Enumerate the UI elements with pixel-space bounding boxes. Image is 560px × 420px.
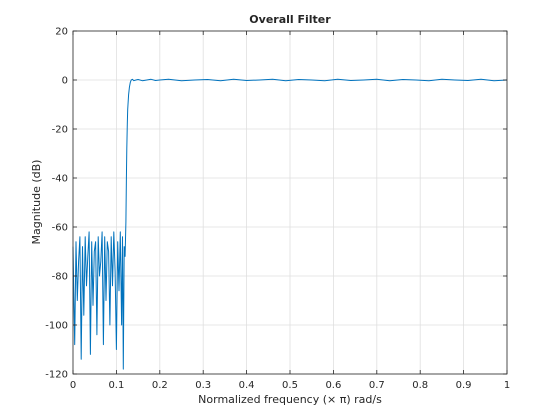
y-tick-label: 0 — [62, 76, 68, 87]
plot-lines — [72, 78, 508, 370]
x-tick-label: 0.3 — [195, 380, 211, 391]
magnitude-response-line — [72, 78, 508, 370]
y-tick-label: -40 — [52, 174, 68, 185]
y-tick-label: -60 — [52, 223, 68, 234]
x-axis-label: Normalized frequency (× π) rad/s — [198, 393, 382, 406]
x-tick-label: 0.9 — [456, 380, 472, 391]
x-tick-label: 0.1 — [108, 380, 124, 391]
axis-ticks: 0 0.1 0.2 0.3 0.4 0.5 0.6 0.7 0.8 0.9 1 20 0 -20 -40 -6… — [45, 27, 510, 392]
y-tick-label: -120 — [45, 370, 68, 381]
y-tick-label: -100 — [45, 321, 68, 332]
x-tick-label: 1 — [504, 380, 510, 391]
x-tick-label: 0.7 — [369, 380, 385, 391]
y-tick-label: -20 — [52, 125, 68, 136]
x-tick-label: 0.4 — [239, 380, 255, 391]
x-tick-label: 0.5 — [282, 380, 298, 391]
y-axis-label: Magnitude (dB) — [30, 160, 43, 245]
y-tick-label: 20 — [55, 27, 68, 38]
chart-title: Overall Filter — [249, 13, 331, 26]
x-tick-label: 0.8 — [412, 380, 428, 391]
x-tick-label: 0.6 — [325, 380, 341, 391]
y-tick-label: -80 — [52, 272, 68, 283]
x-tick-label: 0.2 — [152, 380, 168, 391]
x-tick-label: 0 — [70, 380, 76, 391]
